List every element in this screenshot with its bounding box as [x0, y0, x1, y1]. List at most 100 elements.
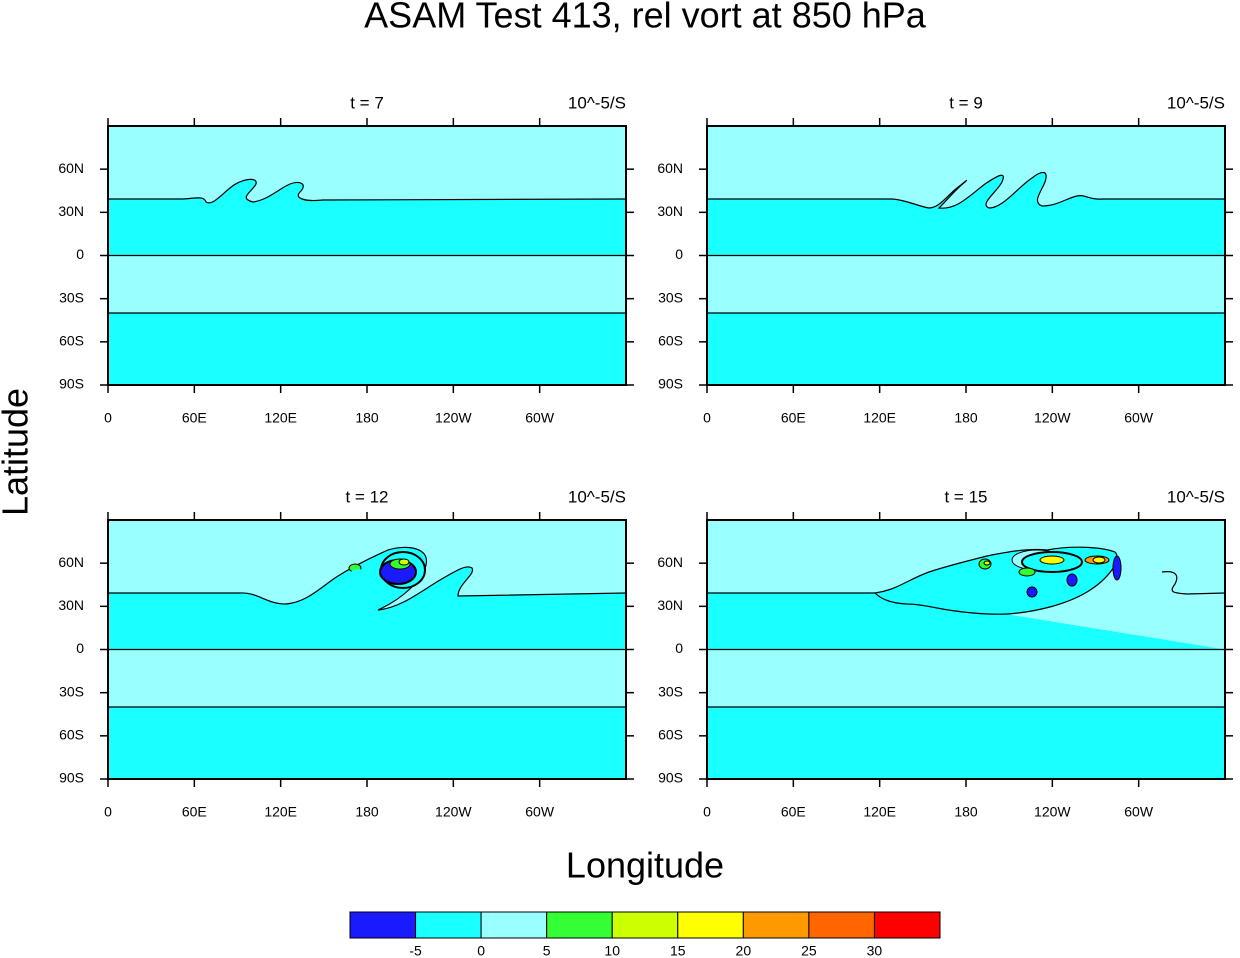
y-tick-label: 30S [59, 289, 84, 305]
contour-blob [1026, 586, 1038, 598]
contour-blob [1092, 556, 1106, 564]
y-tick-label: 0 [76, 640, 84, 656]
colorbar-box [742, 911, 810, 939]
y-tick-label: 60S [658, 727, 683, 743]
colorbar-box [349, 911, 417, 939]
x-tick-label: 0 [703, 410, 711, 426]
contour-blob [350, 569, 366, 581]
contour-fill [108, 313, 626, 385]
x-tick-label: 60W [1124, 804, 1154, 820]
y-tick-label: 0 [675, 640, 683, 656]
x-tick-label: 60E [182, 410, 207, 426]
colorbar-label: 0 [477, 943, 485, 958]
panel-title: t = 15 [944, 487, 987, 506]
colorbar-box [415, 911, 482, 939]
contour-line [108, 546, 627, 611]
y-tick-label: 60S [658, 333, 683, 349]
x-tick-label: 0 [104, 804, 112, 820]
x-tick-label: 180 [355, 410, 379, 426]
y-tick-label: 0 [675, 246, 683, 262]
y-tick-label: 30N [657, 597, 683, 613]
contour-fill [707, 547, 1225, 650]
x-tick-label: 0 [703, 804, 711, 820]
contour-blob [398, 558, 410, 566]
contour-fill [108, 547, 626, 650]
x-tick-label: 0 [104, 410, 112, 426]
colorbar-box [611, 911, 679, 939]
y-tick-label: 90S [59, 376, 84, 392]
x-tick-label: 120E [863, 410, 896, 426]
y-tick-label: 90S [658, 376, 683, 392]
colorbar-label: 15 [670, 943, 686, 958]
contour-blob [1066, 573, 1078, 587]
y-tick-label: 90S [658, 770, 683, 786]
panel: 0 60E 120E 180 120W 60W 90S 60S 30S 0 30N 60N t = 7 1… [58, 93, 634, 426]
y-tick-label: 60N [58, 554, 84, 570]
panel-title: t = 12 [345, 487, 388, 506]
x-tick-label: 60W [1124, 410, 1154, 426]
contour-blob [1018, 567, 1036, 577]
panel: 0 60E 120E 180 120W 60W 90S 60S 30S 0 30N 60N t = 12… [58, 487, 634, 820]
x-tick-label: 180 [954, 804, 978, 820]
contour-fill [707, 172, 1225, 256]
colorbar-label: -5 [409, 943, 422, 958]
contour-fill [707, 707, 1225, 779]
x-tick-label: 60E [781, 410, 806, 426]
y-tick-label: 0 [76, 246, 84, 262]
y-tick-label: 30S [59, 683, 84, 699]
colorbar-label: 30 [867, 943, 883, 958]
colorbar-label: 25 [801, 943, 817, 958]
contour-blob [983, 560, 991, 566]
contour-fill [108, 179, 626, 256]
y-axis-label: Latitude [0, 388, 36, 516]
y-tick-label: 30S [658, 289, 683, 305]
panel-title: t = 7 [350, 93, 384, 112]
x-tick-label: 180 [954, 410, 978, 426]
colorbar-box [873, 911, 941, 939]
colorbar-box [808, 911, 875, 939]
contour-blob [1039, 555, 1065, 565]
figure-title: ASAM Test 413, rel vort at 850 hPa [364, 0, 927, 36]
colorbar-box [546, 911, 613, 939]
x-tick-label: 60E [781, 804, 806, 820]
panel-units: 10^-5/S [1167, 93, 1225, 112]
colorbar-label: 20 [736, 943, 752, 958]
x-tick-label: 60W [525, 410, 555, 426]
contour-blob [1112, 555, 1122, 581]
x-tick-label: 60E [182, 804, 207, 820]
x-tick-label: 120W [435, 804, 472, 820]
panel-units: 10^-5/S [1167, 487, 1225, 506]
y-tick-label: 60N [657, 160, 683, 176]
colorbar-label: 5 [543, 943, 551, 958]
panel: 0 60E 120E 180 120W 60W 90S 60S 30S 0 30N 60N t = 15… [657, 487, 1233, 820]
contour-line [108, 178, 627, 204]
y-tick-label: 60S [59, 727, 84, 743]
x-tick-label: 180 [355, 804, 379, 820]
y-tick-label: 60S [59, 333, 84, 349]
y-tick-label: 30N [58, 203, 84, 219]
x-tick-label: 120W [1034, 410, 1071, 426]
x-tick-label: 120E [264, 410, 297, 426]
y-tick-label: 90S [59, 770, 84, 786]
contour-line [707, 546, 1226, 615]
colorbar-label: 10 [604, 943, 620, 958]
panel-title: t = 9 [949, 93, 983, 112]
x-tick-label: 60W [525, 804, 555, 820]
x-axis-label: Longitude [566, 845, 724, 886]
panel-units: 10^-5/S [568, 487, 626, 506]
y-tick-label: 30N [58, 597, 84, 613]
x-tick-label: 120W [435, 410, 472, 426]
x-tick-label: 120E [264, 804, 297, 820]
contour-fill [108, 707, 626, 779]
contour-line [707, 171, 1225, 209]
y-tick-label: 30N [657, 203, 683, 219]
panel-units: 10^-5/S [568, 93, 626, 112]
panel: 0 60E 120E 180 120W 60W 90S 60S 30S 0 30N 60N t = 9 1… [657, 93, 1233, 426]
x-tick-label: 120E [863, 804, 896, 820]
colorbar-box [677, 911, 744, 939]
colorbar-box [480, 911, 548, 939]
contour-fill [707, 313, 1225, 385]
y-tick-label: 60N [657, 554, 683, 570]
